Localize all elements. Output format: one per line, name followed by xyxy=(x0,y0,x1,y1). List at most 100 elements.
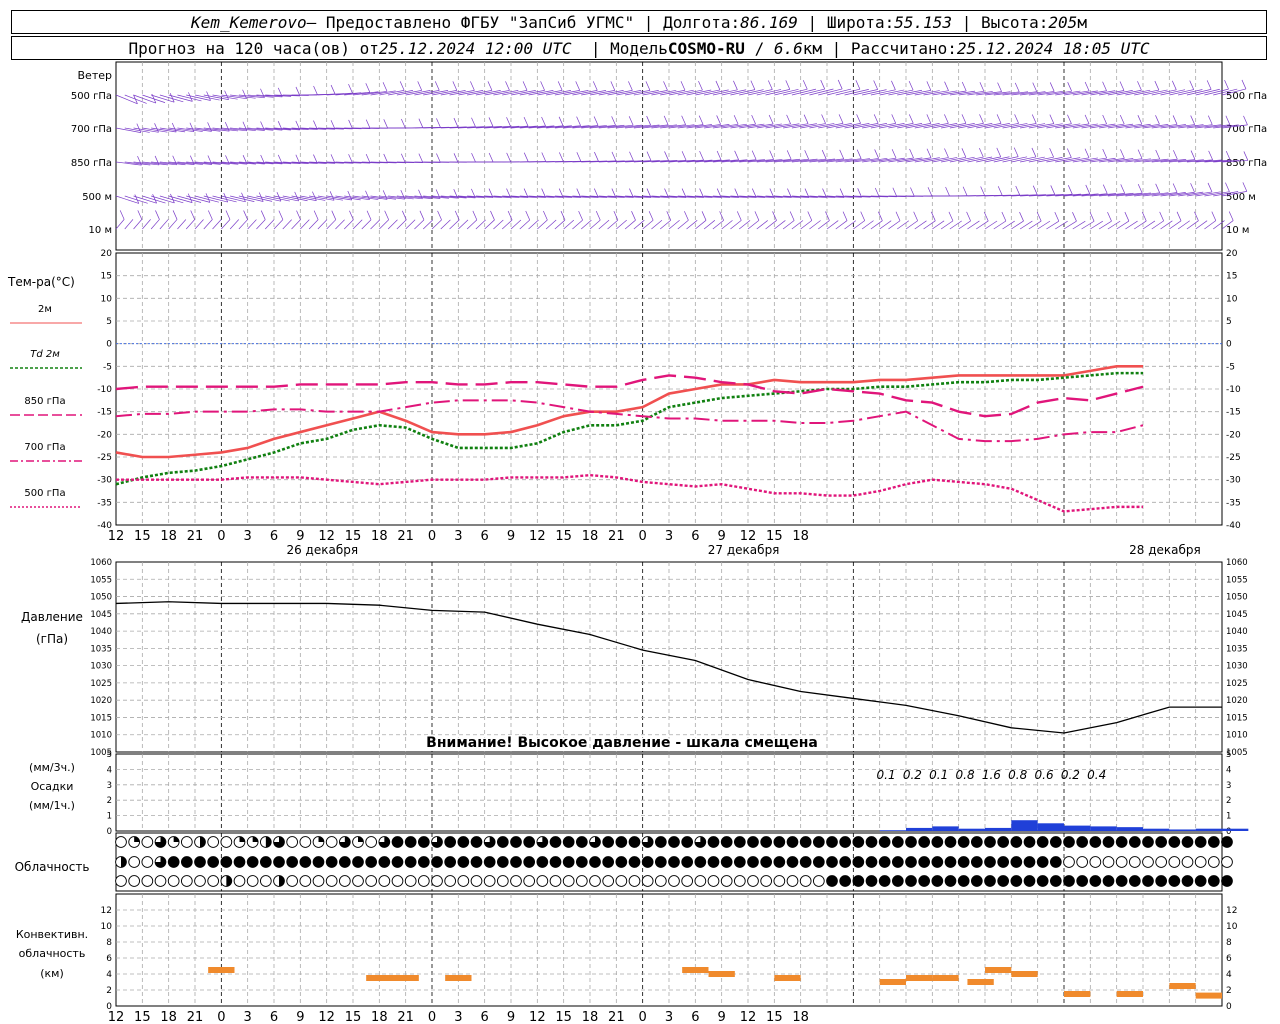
time-tick-label: 9 xyxy=(296,1010,304,1024)
precip-tick-label: 3 xyxy=(107,781,112,791)
temp-series-line xyxy=(115,374,1144,418)
temp-tick-label: 20 xyxy=(1226,249,1238,259)
convective-tick-label: 4 xyxy=(1226,970,1232,980)
time-tick-label: 3 xyxy=(665,1010,673,1024)
precip-total-label: 0.8 xyxy=(1008,768,1027,782)
convective-bar xyxy=(445,975,472,981)
time-tick-label: 12 xyxy=(740,1010,757,1024)
pressure-line xyxy=(115,601,1222,734)
cloud-title: Облачность xyxy=(15,860,90,874)
wind-level-label: 10 м xyxy=(1226,225,1249,236)
station-name: Kem_Kemerovo xyxy=(191,12,307,32)
temp-tick-label: 5 xyxy=(1226,317,1232,327)
time-tick-label: 6 xyxy=(481,1010,489,1024)
pressure-tick-label: 1055 xyxy=(1226,575,1248,585)
temp-legend-label: Td 2м xyxy=(30,349,60,360)
time-tick-label: 9 xyxy=(718,1010,726,1024)
provider: — Предоставлено ФГБУ "ЗапСиб УГМС" xyxy=(306,12,635,32)
wind-level-label: 700 гПа xyxy=(1226,124,1267,135)
precip-tick-label: 5 xyxy=(107,750,112,760)
lat-value: 55.153 xyxy=(894,12,953,32)
wind-barbs-row xyxy=(115,210,1234,230)
temp-tick-label: -35 xyxy=(97,498,112,508)
convective-tick-label: 8 xyxy=(106,938,112,948)
pressure-tick-label: 1015 xyxy=(90,713,112,723)
convective-tick-label: 10 xyxy=(1226,922,1238,932)
time-tick-label: 3 xyxy=(454,1010,462,1024)
pressure-tick-label: 1050 xyxy=(1226,593,1248,603)
time-tick-label: 15 xyxy=(766,1010,783,1024)
wind-barbs-row xyxy=(115,182,1248,204)
cloud-cover-row xyxy=(115,836,1233,848)
precip-tick-label: 5 xyxy=(1226,750,1231,760)
pressure-tick-label: 1060 xyxy=(1226,558,1248,568)
temp-tick-label: -20 xyxy=(1226,430,1241,440)
time-tick-label: 18 xyxy=(582,1010,599,1024)
precip-total-label: 0.1 xyxy=(929,768,948,782)
convective-unit: (км) xyxy=(40,967,64,980)
time-tick-label: 12 xyxy=(529,1010,546,1024)
temp-tick-label: 15 xyxy=(1226,272,1237,282)
pressure-unit: (гПа) xyxy=(36,632,68,646)
time-tick-label: 0 xyxy=(639,529,647,544)
temp-tick-label: 20 xyxy=(101,249,113,259)
wind-level-label: 500 гПа xyxy=(1226,91,1267,102)
wind-level-label: 500 м xyxy=(1226,192,1256,203)
time-tick-label: 0 xyxy=(639,1010,647,1024)
lat-label: Широта: xyxy=(826,12,895,32)
convective-bar xyxy=(906,975,933,981)
header-station-row: Kem_Kemerovo — Предоставлено ФГБУ "ЗапСи… xyxy=(11,10,1267,34)
temp-tick-label: -30 xyxy=(1226,476,1241,486)
pressure-tick-label: 1035 xyxy=(1226,644,1248,654)
convective-bar xyxy=(1011,971,1038,977)
wind-level-label: 10 м xyxy=(89,225,112,236)
forecast-time: 25.12.2024 12:00 UTC xyxy=(378,38,572,58)
cloud-cover-row xyxy=(115,875,1233,887)
precip-bar xyxy=(1011,820,1038,831)
pressure-tick-label: 1005 xyxy=(1226,748,1248,758)
time-tick-label: 12 xyxy=(108,1010,125,1024)
convective-tick-label: 6 xyxy=(106,954,112,964)
pressure-tick-label: 1055 xyxy=(90,575,112,585)
pressure-tick-label: 1030 xyxy=(1226,662,1248,672)
precip-label-1h: (мм/1ч.) xyxy=(29,799,75,812)
precip-label-3h: (мм/3ч.) xyxy=(29,761,75,774)
convective-bar xyxy=(1064,991,1091,997)
time-tick-label: 15 xyxy=(766,529,783,544)
date-label: 27 декабря xyxy=(708,543,780,557)
convective-bar xyxy=(967,979,994,985)
time-tick-label: 0 xyxy=(428,529,436,544)
temp-tick-label: -25 xyxy=(1226,453,1241,463)
precip-tick-label: 1 xyxy=(1226,812,1231,822)
precip-bar xyxy=(1064,825,1091,831)
wind-barbs-row xyxy=(115,147,1249,166)
temp-tick-label: -20 xyxy=(97,430,112,440)
temp-legend-label: 500 гПа xyxy=(24,488,65,499)
calc-label: Рассчитано: xyxy=(850,38,957,58)
convective-tick-label: 4 xyxy=(106,970,112,980)
convective-bar xyxy=(774,975,801,981)
temp-tick-label: -5 xyxy=(1226,362,1235,372)
temp-tick-label: -30 xyxy=(97,476,112,486)
precip-tick-label: 4 xyxy=(107,765,112,775)
time-tick-label: 3 xyxy=(244,529,252,544)
convective-tick-label: 0 xyxy=(106,1002,112,1012)
pressure-tick-label: 1030 xyxy=(90,662,112,672)
time-tick-label: 21 xyxy=(608,529,625,544)
precip-total-label: 0.2 xyxy=(1061,768,1080,782)
precip-bar xyxy=(985,827,1012,831)
precip-total-label: 0.6 xyxy=(1035,768,1054,782)
time-tick-label: 12 xyxy=(318,1010,335,1024)
time-tick-label: 3 xyxy=(244,1010,252,1024)
convective-bar xyxy=(392,975,419,981)
alt-label: Высота: xyxy=(980,12,1049,32)
time-tick-label: 15 xyxy=(345,1010,362,1024)
precip-tick-label: 1 xyxy=(107,812,112,822)
convective-bar xyxy=(1195,992,1222,999)
time-tick-label: 0 xyxy=(217,1010,225,1024)
time-tick-label: 15 xyxy=(555,1010,572,1024)
convective-tick-label: 0 xyxy=(1226,1002,1232,1012)
pressure-tick-label: 1045 xyxy=(1226,610,1248,620)
precip-bar xyxy=(1116,827,1143,831)
